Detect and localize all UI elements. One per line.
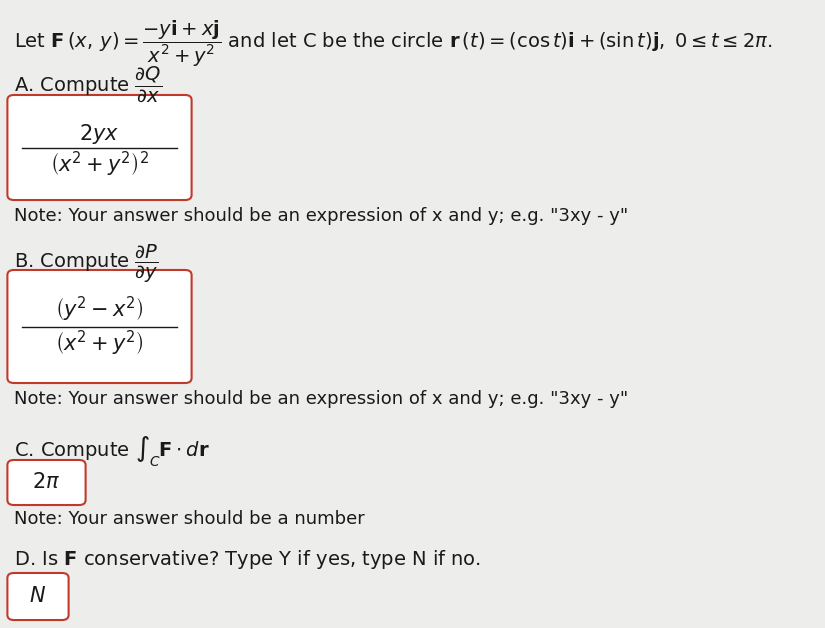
Text: B. Compute $\dfrac{\partial P}{\partial y}$: B. Compute $\dfrac{\partial P}{\partial …	[14, 243, 158, 285]
Text: $2yx$: $2yx$	[79, 121, 120, 146]
Text: $\left(x^2+y^2\right)$: $\left(x^2+y^2\right)$	[55, 328, 144, 358]
Text: A. Compute $\dfrac{\partial Q}{\partial x}$: A. Compute $\dfrac{\partial Q}{\partial …	[14, 65, 163, 104]
Text: Note: Your answer should be an expression of x and y; e.g. "3xy - y": Note: Your answer should be an expressio…	[14, 390, 629, 408]
Text: $\left(y^2-x^2\right)$: $\left(y^2-x^2\right)$	[55, 295, 144, 325]
Text: D. Is $\mathbf{F}$ conservative? Type Y if yes, type N if no.: D. Is $\mathbf{F}$ conservative? Type Y …	[14, 548, 481, 571]
FancyBboxPatch shape	[7, 573, 68, 620]
Text: Note: Your answer should be an expression of x and y; e.g. "3xy - y": Note: Your answer should be an expressio…	[14, 207, 629, 225]
Text: Note: Your answer should be a number: Note: Your answer should be a number	[14, 510, 365, 528]
Text: $2\pi$: $2\pi$	[32, 472, 60, 492]
FancyBboxPatch shape	[7, 460, 86, 505]
Text: $\left(x^2+y^2\right)^2$: $\left(x^2+y^2\right)^2$	[50, 149, 149, 179]
Text: C. Compute $\int_C \mathbf{F}\cdot d\mathbf{r}$: C. Compute $\int_C \mathbf{F}\cdot d\mat…	[14, 435, 210, 469]
FancyBboxPatch shape	[7, 270, 191, 383]
Text: Let $\mathbf{F}\,(x,\,y)=\dfrac{-y\mathbf{i}+x\mathbf{j}}{x^2+y^2}$ and let C be: Let $\mathbf{F}\,(x,\,y)=\dfrac{-y\mathb…	[14, 18, 772, 68]
FancyBboxPatch shape	[7, 95, 191, 200]
Text: $N$: $N$	[30, 587, 46, 607]
